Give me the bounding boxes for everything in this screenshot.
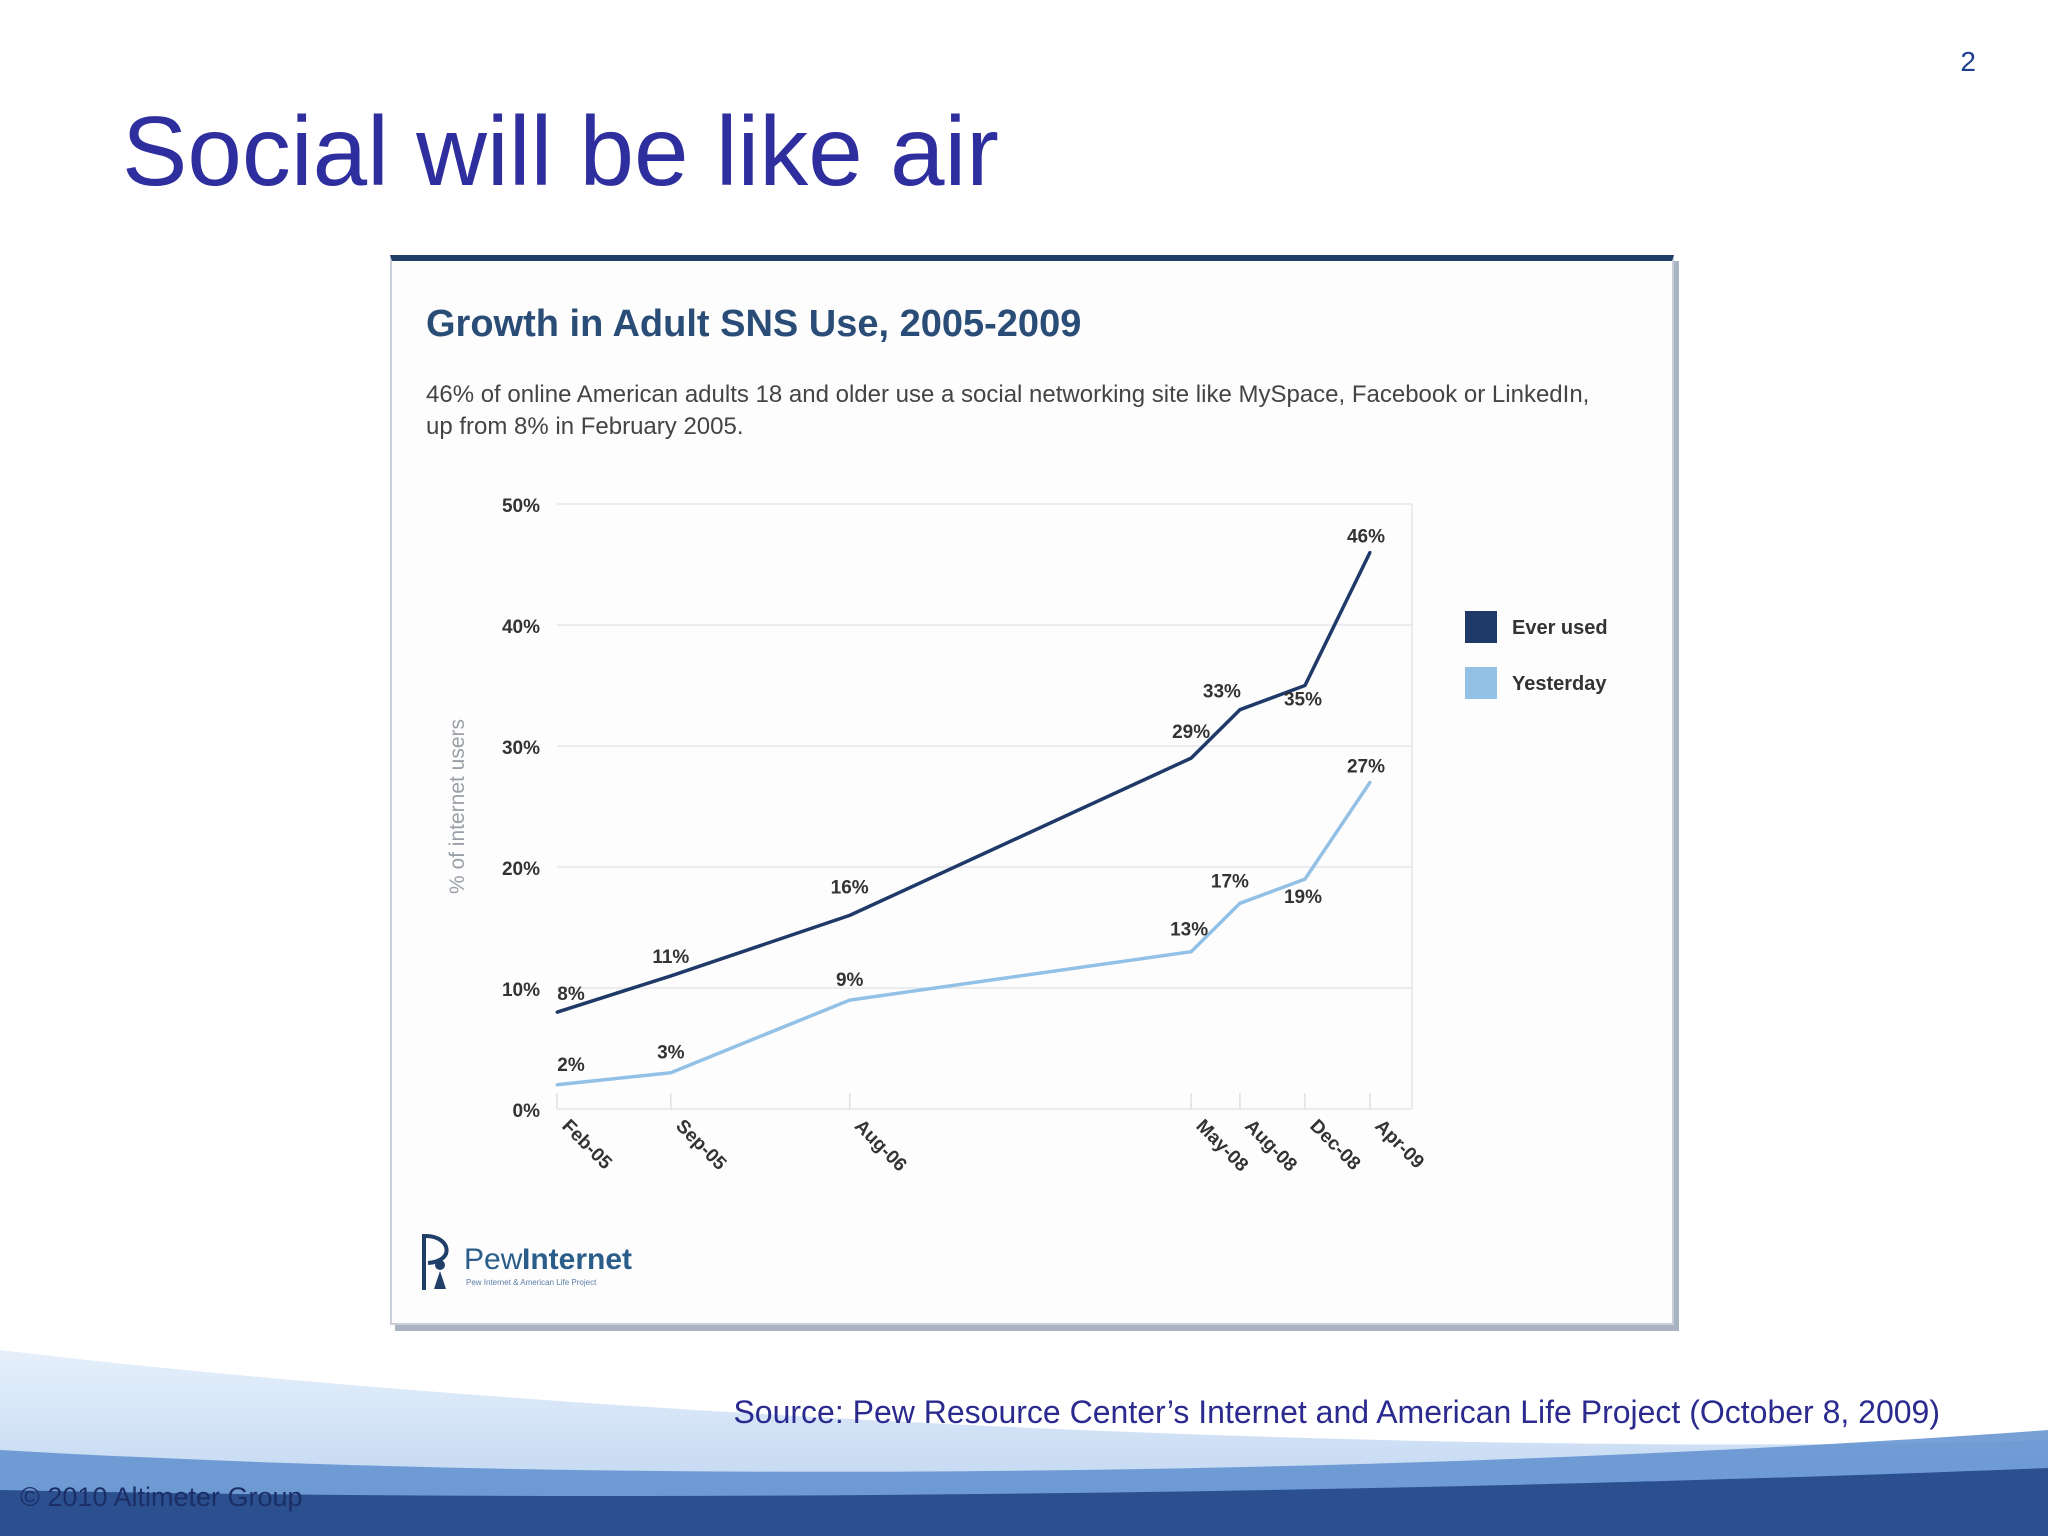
copyright-notice: © 2010 Altimeter Group <box>20 1482 303 1512</box>
pew-logo-icon <box>422 1234 449 1290</box>
data-label: 17% <box>1211 871 1249 892</box>
x-tick-label: Dec-08 <box>1305 1116 1364 1175</box>
x-tick-label: Sep-05 <box>671 1116 730 1175</box>
y-tick-label: 10% <box>502 980 540 1001</box>
chart-title: Growth in Adult SNS Use, 2005-2009 <box>426 303 1082 345</box>
data-point <box>1303 877 1307 881</box>
chart-panel: Growth in Adult SNS Use, 2005-2009 46% o… <box>390 255 1674 1325</box>
data-point <box>1368 780 1372 784</box>
legend-label: Ever used <box>1512 617 1608 639</box>
data-label: 16% <box>831 877 869 898</box>
y-tick-label: 30% <box>502 738 540 759</box>
data-label: 3% <box>657 1043 685 1064</box>
data-point <box>1238 708 1242 712</box>
x-tick-label: Aug-06 <box>850 1116 910 1176</box>
slide-title: Social will be like air <box>122 96 999 206</box>
legend-swatch <box>1465 667 1497 699</box>
data-label: 33% <box>1203 682 1241 703</box>
footer-wave <box>0 1350 2048 1536</box>
y-tick-label: 40% <box>502 617 540 638</box>
pew-internet-logo: Pew Internet Pew Internet & American Lif… <box>422 1234 632 1290</box>
logo-name-bold: Internet <box>522 1243 632 1276</box>
logo-name: Pew <box>464 1243 523 1276</box>
y-tick-label: 20% <box>502 859 540 880</box>
data-point <box>1303 684 1307 687</box>
source-note: Source: Pew Resource Center’s Internet a… <box>733 1394 1940 1430</box>
data-label: 9% <box>836 970 864 991</box>
data-point <box>1189 756 1193 760</box>
y-tick-label: 0% <box>513 1101 541 1122</box>
data-point <box>1238 901 1242 905</box>
legend-label: Yesterday <box>1512 673 1607 695</box>
y-axis-title: % of internet users <box>446 719 469 894</box>
data-label: 35% <box>1284 690 1322 711</box>
data-point <box>1368 550 1372 554</box>
data-label: 46% <box>1347 526 1385 547</box>
logo-tagline: Pew Internet & American Life Project <box>466 1278 597 1287</box>
line-chart: 0% 10% 20% 30% 40% 50% Feb-05 Sep-05 Aug-06 May-0… <box>446 496 1608 1176</box>
x-tick-label: May-08 <box>1192 1116 1252 1176</box>
data-point <box>555 1083 559 1087</box>
data-label: 2% <box>557 1055 585 1076</box>
data-point <box>848 998 852 1002</box>
data-point <box>669 974 673 978</box>
data-point <box>848 913 852 917</box>
page-number: 2 <box>1960 46 1976 77</box>
data-point <box>669 1071 673 1075</box>
data-label: 29% <box>1172 722 1210 743</box>
x-tick-label: Feb-05 <box>557 1116 615 1174</box>
series-line-ever-used <box>556 551 1372 1014</box>
data-label: 11% <box>652 947 689 968</box>
x-tick-label: Aug-08 <box>1240 1116 1300 1176</box>
chart-subtitle: 46% of online American adults 18 and old… <box>426 381 1590 440</box>
data-label: 27% <box>1347 756 1385 777</box>
data-label: 13% <box>1170 920 1208 941</box>
legend-swatch <box>1465 611 1497 643</box>
x-tick-label: Apr-09 <box>1370 1116 1427 1173</box>
data-point <box>555 1010 559 1014</box>
data-point <box>1189 950 1193 954</box>
series-line-yesterday <box>556 781 1372 1087</box>
data-label: 19% <box>1284 887 1322 908</box>
data-label: 8% <box>557 984 585 1005</box>
y-tick-label: 50% <box>502 496 540 517</box>
